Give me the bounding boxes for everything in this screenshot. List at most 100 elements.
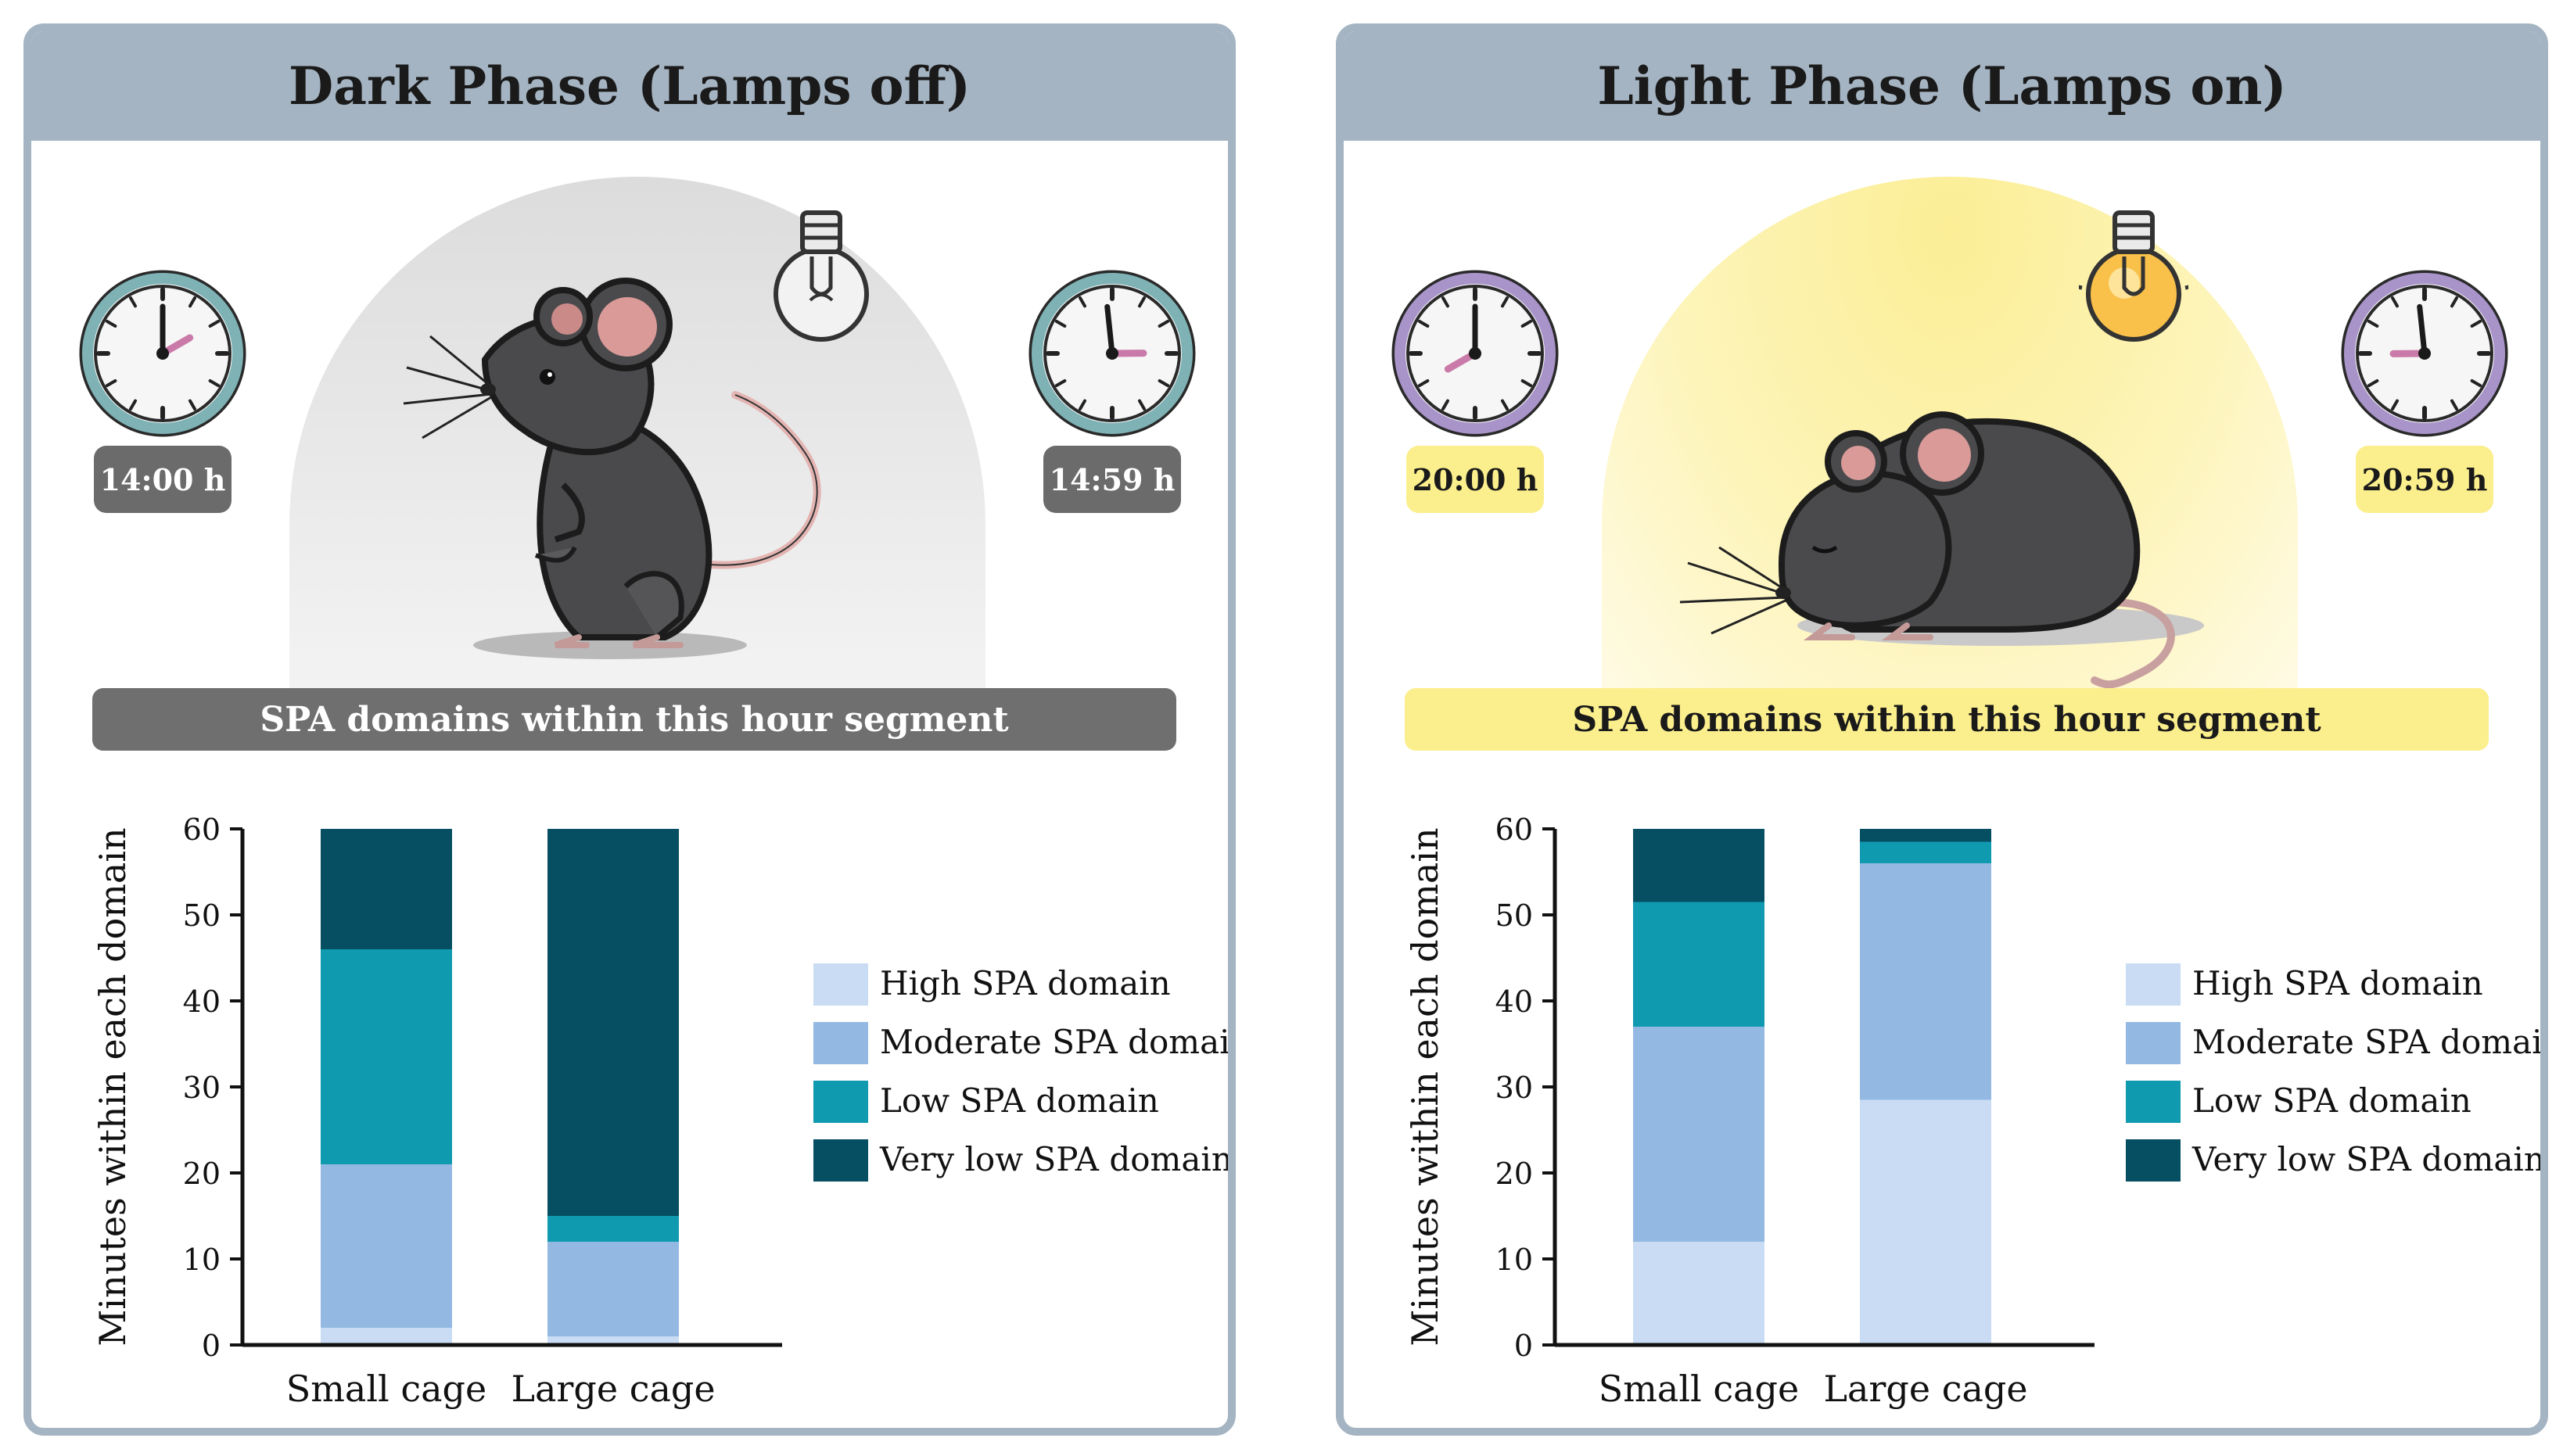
legend-label: Very low SPA domain (2191, 1140, 2540, 1178)
clock-tick (1441, 296, 1449, 308)
clock-ring (1032, 273, 1193, 434)
start-clock-icon (1391, 270, 1559, 437)
end-time-badge: 14:59 h (1043, 446, 1181, 513)
bar-segment (1860, 863, 1991, 1100)
legend-swatch (813, 1081, 868, 1123)
y-tick-label: 0 (202, 1329, 221, 1363)
legend-label: High SPA domain (880, 964, 1171, 1002)
bar-segment (547, 1242, 679, 1336)
bar-segment (547, 1216, 679, 1242)
clock-tick (1441, 399, 1449, 411)
clock-tick (2450, 296, 2458, 308)
dark-phase-title: Dark Phase (Lamps off) (31, 31, 1228, 141)
legend-label: Low SPA domain (2192, 1081, 2471, 1120)
end-clock-icon (1028, 270, 1196, 437)
y-tick-label: 30 (1495, 1070, 1533, 1105)
clock-tick (208, 379, 221, 387)
bar-segment (1633, 1242, 1764, 1345)
legend-swatch (2126, 963, 2181, 1006)
bar-segment (1633, 1027, 1764, 1242)
clock-tick (2367, 379, 2379, 387)
y-tick-label: 50 (1495, 898, 1533, 933)
y-tick-label: 60 (183, 812, 221, 847)
clock-tick (1158, 379, 1170, 387)
clock-tick (1501, 399, 1509, 411)
bar-segment (1633, 829, 1764, 902)
clock-tick (1079, 399, 1086, 411)
dark-phase-panel: Dark Phase (Lamps off) 14:00 h 14:59 h S… (23, 23, 1236, 1436)
clock-pivot (156, 347, 169, 360)
bar-segment (321, 949, 452, 1164)
clock-tick (2470, 320, 2482, 328)
clock-minute-hand (2417, 303, 2428, 357)
y-tick-label: 40 (1495, 984, 1533, 1019)
bar-segment (547, 829, 679, 1216)
x-tick-label: Large cage (511, 1368, 715, 1410)
legend-swatch (813, 963, 868, 1006)
y-axis-label: Minutes within each domain (92, 827, 134, 1346)
bar-segment (1860, 829, 1991, 842)
clock-tick (1520, 320, 1533, 328)
y-tick-label: 10 (183, 1243, 221, 1277)
clock-tick (105, 320, 117, 328)
clock-pivot (1469, 347, 1481, 360)
clock-tick (188, 399, 196, 411)
bar-segment (1860, 1099, 1991, 1345)
clock-tick (105, 379, 117, 387)
clock-tick (1079, 296, 1086, 308)
legend-swatch (2126, 1081, 2181, 1123)
legend-label: High SPA domain (2192, 964, 2483, 1002)
bar-segment (321, 1164, 452, 1328)
bar-segment (321, 1328, 452, 1345)
y-tick-label: 20 (1495, 1157, 1533, 1191)
y-tick-label: 40 (183, 984, 221, 1019)
dark-phase-stacked-bar-chart: Small cage Large cage 0 10 20 30 40 50 60 Minutes… (92, 812, 1228, 1410)
clock-minute-hand (1104, 303, 1115, 357)
legend-swatch (813, 1139, 868, 1182)
clock-tick (1417, 379, 1430, 387)
segment-label-bar: SPA domains within this hour segment (92, 688, 1176, 751)
bar-segment (547, 1336, 679, 1345)
y-axis-label: Minutes within each domain (1404, 827, 1446, 1346)
clock-tick (2367, 320, 2379, 328)
y-tick-label: 0 (1514, 1329, 1533, 1363)
x-tick-label: Large cage (1823, 1368, 2027, 1410)
clock-tick (1501, 296, 1509, 308)
end-time-badge: 20:59 h (2356, 446, 2493, 513)
bar-segment (1860, 841, 1991, 863)
legend-swatch (2126, 1022, 2181, 1064)
clock-tick (1520, 379, 1533, 387)
legend-label: Low SPA domain (880, 1081, 1159, 1120)
sleeping-mouse-illustration (1679, 411, 2204, 689)
y-tick-label: 20 (183, 1157, 221, 1191)
awake-mouse-illustration (403, 278, 821, 659)
bar-segment (1633, 902, 1764, 1027)
clock-tick (1417, 320, 1430, 328)
light-phase-title: Light Phase (Lamps on) (1344, 31, 2540, 141)
legend-label: Moderate SPA domain (2192, 1023, 2540, 1061)
clock-tick (129, 399, 137, 411)
legend-swatch (813, 1022, 868, 1064)
lamp-on-icon (2079, 210, 2188, 342)
clock-tick (2391, 296, 2399, 308)
y-tick-label: 30 (183, 1070, 221, 1105)
y-tick-label: 50 (183, 898, 221, 933)
clock-ring (82, 273, 243, 434)
start-time-badge: 20:00 h (1406, 446, 1544, 513)
y-tick-label: 60 (1495, 812, 1533, 847)
clock-tick (1158, 320, 1170, 328)
clock-ring (2344, 273, 2505, 434)
clock-tick (1138, 296, 1146, 308)
y-tick-label: 10 (1495, 1243, 1533, 1277)
start-time-badge: 14:00 h (94, 446, 232, 513)
clock-tick (188, 296, 196, 308)
clock-ring (1395, 273, 1556, 434)
legend-label: Very low SPA domain (879, 1140, 1228, 1178)
x-tick-label: Small cage (1599, 1368, 1799, 1410)
legend-label: Moderate SPA domain (880, 1023, 1228, 1061)
start-clock-icon (79, 270, 246, 437)
light-phase-panel: Light Phase (Lamps on) 20:00 h 20:59 h S… (1336, 23, 2548, 1436)
clock-tick (2450, 399, 2458, 411)
clock-pivot (1106, 347, 1118, 360)
clock-tick (2391, 399, 2399, 411)
